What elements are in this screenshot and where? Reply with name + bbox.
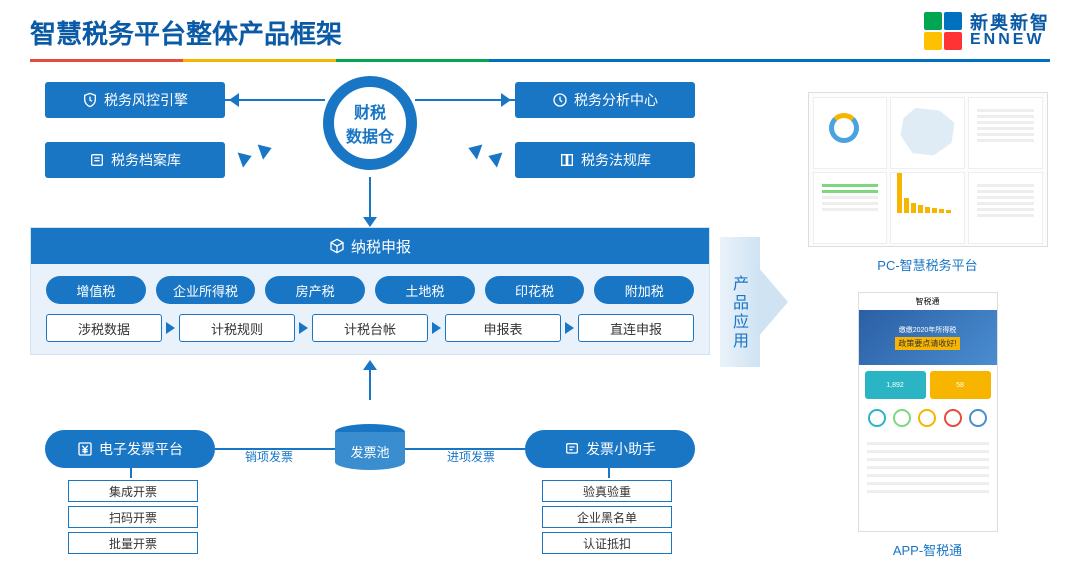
- tax-type-pill: 增值税: [46, 276, 146, 304]
- receipt-icon: [564, 441, 580, 457]
- map-icon: [898, 108, 958, 158]
- invoice-pool-node: 发票池: [335, 424, 405, 470]
- analysis-icon: [552, 92, 568, 108]
- app-screenshot: 智税通 缴缴2020年所得税 政策要点请收好! 1,892 58: [858, 292, 998, 532]
- chevron-right-icon: [299, 322, 308, 334]
- declaration-title: 纳税申报: [351, 236, 411, 257]
- chevron-right-icon: [432, 322, 441, 334]
- list-item: 企业黑名单: [542, 506, 672, 528]
- chevron-right-icon: [565, 322, 574, 334]
- arrow-icon: [238, 148, 255, 167]
- process-step: 计税规则: [179, 314, 295, 342]
- risk-label: 税务风控引擎: [104, 90, 188, 110]
- law-box: 税务法规库: [515, 142, 695, 178]
- app-product-label: APP-智税通: [893, 540, 962, 559]
- book-icon: [559, 152, 575, 168]
- risk-engine-box: 税务风控引擎: [45, 82, 225, 118]
- cube-icon: [329, 238, 345, 254]
- invoice-helper-node: 发票小助手: [525, 430, 695, 468]
- arrow-left-icon: [229, 93, 239, 107]
- process-step: 计税台帐: [312, 314, 428, 342]
- product-arrow: 产品应用: [720, 237, 790, 367]
- analysis-label: 税务分析中心: [574, 90, 658, 110]
- left-feature-list: 集成开票 扫码开票 批量开票: [68, 480, 198, 554]
- arrow-down-icon: [363, 177, 377, 227]
- logo-icon: [924, 12, 962, 50]
- app-stat-1: 1,892: [886, 382, 904, 389]
- tax-type-pill: 企业所得税: [156, 276, 256, 304]
- helper-label: 发票小助手: [586, 439, 656, 459]
- header: 智慧税务平台整体产品框架: [0, 0, 1080, 59]
- arrow-up-icon: [363, 360, 377, 400]
- tax-type-pill: 房产税: [265, 276, 365, 304]
- app-icon-row: [859, 405, 997, 431]
- list-item: 认证抵扣: [542, 532, 672, 554]
- tax-type-pill: 印花税: [485, 276, 585, 304]
- archive-label: 税务档案库: [111, 150, 181, 170]
- in-invoice-label: 进项发票: [447, 448, 495, 465]
- list-item: 验真验重: [542, 480, 672, 502]
- center-label-2: 数据仓: [346, 123, 394, 147]
- page-title: 智慧税务平台整体产品框架: [30, 14, 1050, 51]
- process-step: 直连申报: [578, 314, 694, 342]
- pc-screenshot: [808, 92, 1048, 247]
- arrow-icon: [258, 140, 275, 159]
- tax-types-row: 增值税 企业所得税 房产税 土地税 印花税 附加税: [31, 264, 709, 314]
- yen-icon: [77, 441, 93, 457]
- center-label-1: 财税: [354, 99, 386, 123]
- out-invoice-label: 销项发票: [245, 448, 293, 465]
- logo-text-en: ENNEW: [970, 32, 1050, 48]
- donut-chart-icon: [829, 113, 859, 143]
- products-column: PC-智慧税务平台 智税通 缴缴2020年所得税 政策要点请收好! 1,892 …: [805, 92, 1050, 559]
- app-title: 智税通: [859, 293, 997, 310]
- law-label: 税务法规库: [581, 150, 651, 170]
- architecture-diagram: 税务风控引擎 税务分析中心 税务档案库 税务法规库 财税: [30, 82, 710, 562]
- app-banner-line2: 政策要点请收好!: [895, 337, 959, 350]
- archive-box: 税务档案库: [45, 142, 225, 178]
- process-step: 申报表: [445, 314, 561, 342]
- tax-type-pill: 土地税: [375, 276, 475, 304]
- diagram-main: 税务风控引擎 税务分析中心 税务档案库 税务法规库 财税: [0, 62, 1080, 562]
- cylinder-label: 发票池: [350, 442, 389, 461]
- einvoice-label: 电子发票平台: [99, 439, 183, 459]
- process-flow: 涉税数据 计税规则 计税台帐 申报表 直连申报: [31, 314, 709, 342]
- declaration-header: 纳税申报: [31, 228, 709, 264]
- list-item: 集成开票: [68, 480, 198, 502]
- arrow-label: 产品应用: [726, 275, 750, 351]
- right-feature-list: 验真验重 企业黑名单 认证抵扣: [542, 480, 672, 554]
- app-stat-2: 58: [956, 382, 964, 389]
- process-step: 涉税数据: [46, 314, 162, 342]
- list-item: 批量开票: [68, 532, 198, 554]
- list-item: 扫码开票: [68, 506, 198, 528]
- arrow-icon: [466, 140, 483, 159]
- data-warehouse-node: 财税 数据仓: [323, 76, 417, 170]
- analysis-center-box: 税务分析中心: [515, 82, 695, 118]
- arrow-right-icon: [501, 93, 511, 107]
- declaration-panel: 纳税申报 增值税 企业所得税 房产税 土地税 印花税 附加税 涉税数据 计税规则…: [30, 227, 710, 355]
- logo: 新奥新智 ENNEW: [924, 12, 1050, 50]
- pc-product-label: PC-智慧税务平台: [877, 255, 977, 274]
- einvoice-platform-node: 电子发票平台: [45, 430, 215, 468]
- app-banner-line1: 缴缴2020年所得税: [899, 325, 957, 335]
- logo-text-zh: 新奥新智: [970, 14, 1050, 32]
- archive-icon: [89, 152, 105, 168]
- shield-icon: [82, 92, 98, 108]
- arrow-icon: [486, 148, 503, 167]
- tax-type-pill: 附加税: [594, 276, 694, 304]
- chevron-right-icon: [166, 322, 175, 334]
- top-modules: 税务风控引擎 税务分析中心 税务档案库 税务法规库 财税: [30, 82, 710, 192]
